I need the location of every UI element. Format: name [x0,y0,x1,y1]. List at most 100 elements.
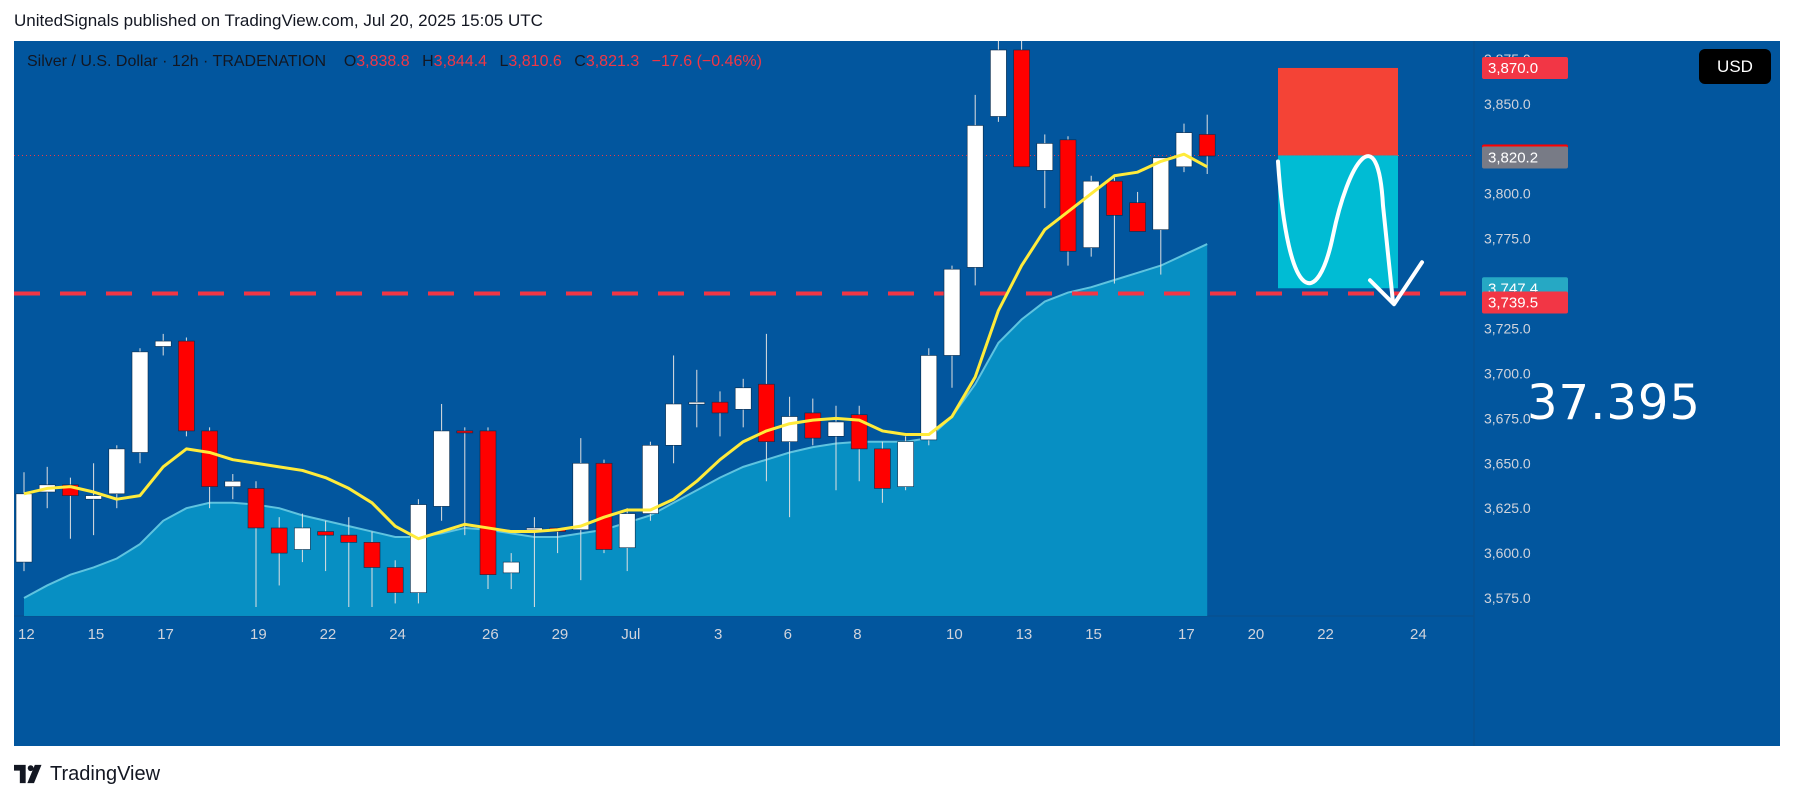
arrow-down-icon [1368,260,1424,307]
candle-body[interactable] [595,462,613,550]
time-tick-label: 19 [250,626,267,643]
price-tick-label: 3,775.0 [1484,231,1531,247]
candle-body[interactable] [711,401,729,414]
candle-body[interactable] [758,383,775,443]
annotation-label: 37.395 [1527,375,1701,431]
price-tick-label: 3,675.0 [1484,410,1531,426]
candle-body[interactable] [247,488,265,529]
time-tick-label: 3 [714,626,722,643]
candle-body[interactable] [178,340,195,432]
time-tick-label: Jul [621,626,640,643]
price-tag: 3,870.0 [1482,56,1568,79]
time-tick-label: 17 [157,626,174,643]
time-tick-label: 15 [88,626,105,643]
candle-body[interactable] [294,527,311,550]
candle-body[interactable] [618,513,636,549]
candle-body[interactable] [340,534,358,543]
candle-body[interactable] [62,484,79,496]
time-tick-label: 29 [552,626,569,643]
candle-body[interactable] [642,444,659,514]
candle-body[interactable] [1175,132,1193,168]
price-tag: 3,739.5 [1482,291,1568,314]
time-tick-label: 24 [389,626,406,643]
candle-body[interactable] [1152,157,1170,230]
price-tick-label: 3,800.0 [1484,186,1531,202]
low-value: 3,810.6 [508,53,562,70]
candle-body[interactable] [665,403,682,446]
candle-body[interactable] [317,531,334,536]
open-key: O [343,53,357,70]
candle-body[interactable] [966,125,984,268]
candle-body[interactable] [572,462,590,531]
candle-body[interactable] [920,355,938,441]
high-value: 3,844.4 [433,53,488,70]
candle-body[interactable] [154,340,172,347]
chart-area[interactable]: 3,575.0 3,600.0 3,625.0 3,650.0 3,675.0 3,700… [14,41,1780,746]
stop-loss-zone[interactable] [1278,67,1398,156]
candle-body[interactable] [1198,134,1216,157]
candle-body[interactable] [456,430,474,434]
candle-body[interactable] [734,387,752,410]
candle-body[interactable] [526,527,543,531]
close-key: C [574,53,586,70]
price-tick-label: 3,650.0 [1484,455,1531,471]
time-tick-label: 20 [1248,626,1265,643]
price-tag-label: 3,870.0 [1488,60,1538,77]
candle-body[interactable] [1106,180,1123,216]
candle-body[interactable] [502,561,520,574]
time-tick-label: 15 [1085,626,1102,643]
candle-body[interactable] [1129,202,1146,232]
price-tick-label: 3,625.0 [1484,500,1531,516]
ma-slow-line [23,243,1208,599]
candle-body[interactable] [781,416,798,443]
candle-body[interactable] [1059,139,1077,252]
candle-body[interactable] [479,430,497,575]
candle-body[interactable] [688,401,706,405]
candle-body[interactable] [386,567,404,593]
candle-body[interactable] [1013,49,1030,168]
candle-body[interactable] [897,441,914,487]
candle-body[interactable] [85,495,102,500]
ma-fast-line [23,152,1208,541]
candle-body[interactable] [943,268,961,356]
price-tag: 3,820.2 [1482,146,1568,169]
ma-slow-area [24,244,1208,616]
time-tick-label: 22 [320,626,337,643]
time-tick-label: 12 [18,626,35,643]
price-tag-bg [1482,56,1568,79]
close-value: 3,821.3 [585,53,640,70]
candle-body[interactable] [874,448,891,489]
brand-text: TradingView [50,762,161,785]
candle-body[interactable] [827,421,845,437]
candle-body[interactable] [15,493,33,563]
open-value: 3,838.8 [356,53,410,70]
price-tick-label: 3,850.0 [1484,96,1531,112]
candle-body[interactable] [1036,143,1054,171]
price-tick-label: 3,725.0 [1484,321,1531,337]
high-key: H [422,53,434,70]
candle-body[interactable] [363,542,381,568]
candle-body[interactable] [201,430,218,487]
candle-body[interactable] [224,480,242,487]
price-tag-bg [1482,146,1568,169]
projection-path [1276,154,1395,305]
candle-body[interactable] [131,351,149,453]
tradingview-logo-icon [14,764,42,784]
time-tick-label: 6 [784,626,792,643]
symbol-title: Silver / U.S. Dollar · 12h · TRADENATION [27,53,327,70]
candle-body[interactable] [410,504,427,593]
candle-body[interactable] [804,412,822,439]
candle-body[interactable] [990,49,1007,117]
candlestick-chart[interactable]: 3,575.0 3,600.0 3,625.0 3,650.0 3,675.0 3,700… [14,41,1780,746]
candle-body[interactable] [433,430,450,507]
low-key: L [499,53,509,70]
change-value: −17.6 (−0.46%) [651,53,762,70]
candle-body[interactable] [270,527,288,554]
time-tick-label: 17 [1178,626,1195,643]
currency-button[interactable]: USD [1699,49,1771,84]
candle-body[interactable] [108,448,126,495]
footer-brand[interactable]: TradingView [14,761,160,787]
price-tick-label: 3,575.0 [1484,590,1531,606]
price-tag-label: 3,820.2 [1488,149,1538,166]
time-tick-label: 13 [1016,626,1033,643]
